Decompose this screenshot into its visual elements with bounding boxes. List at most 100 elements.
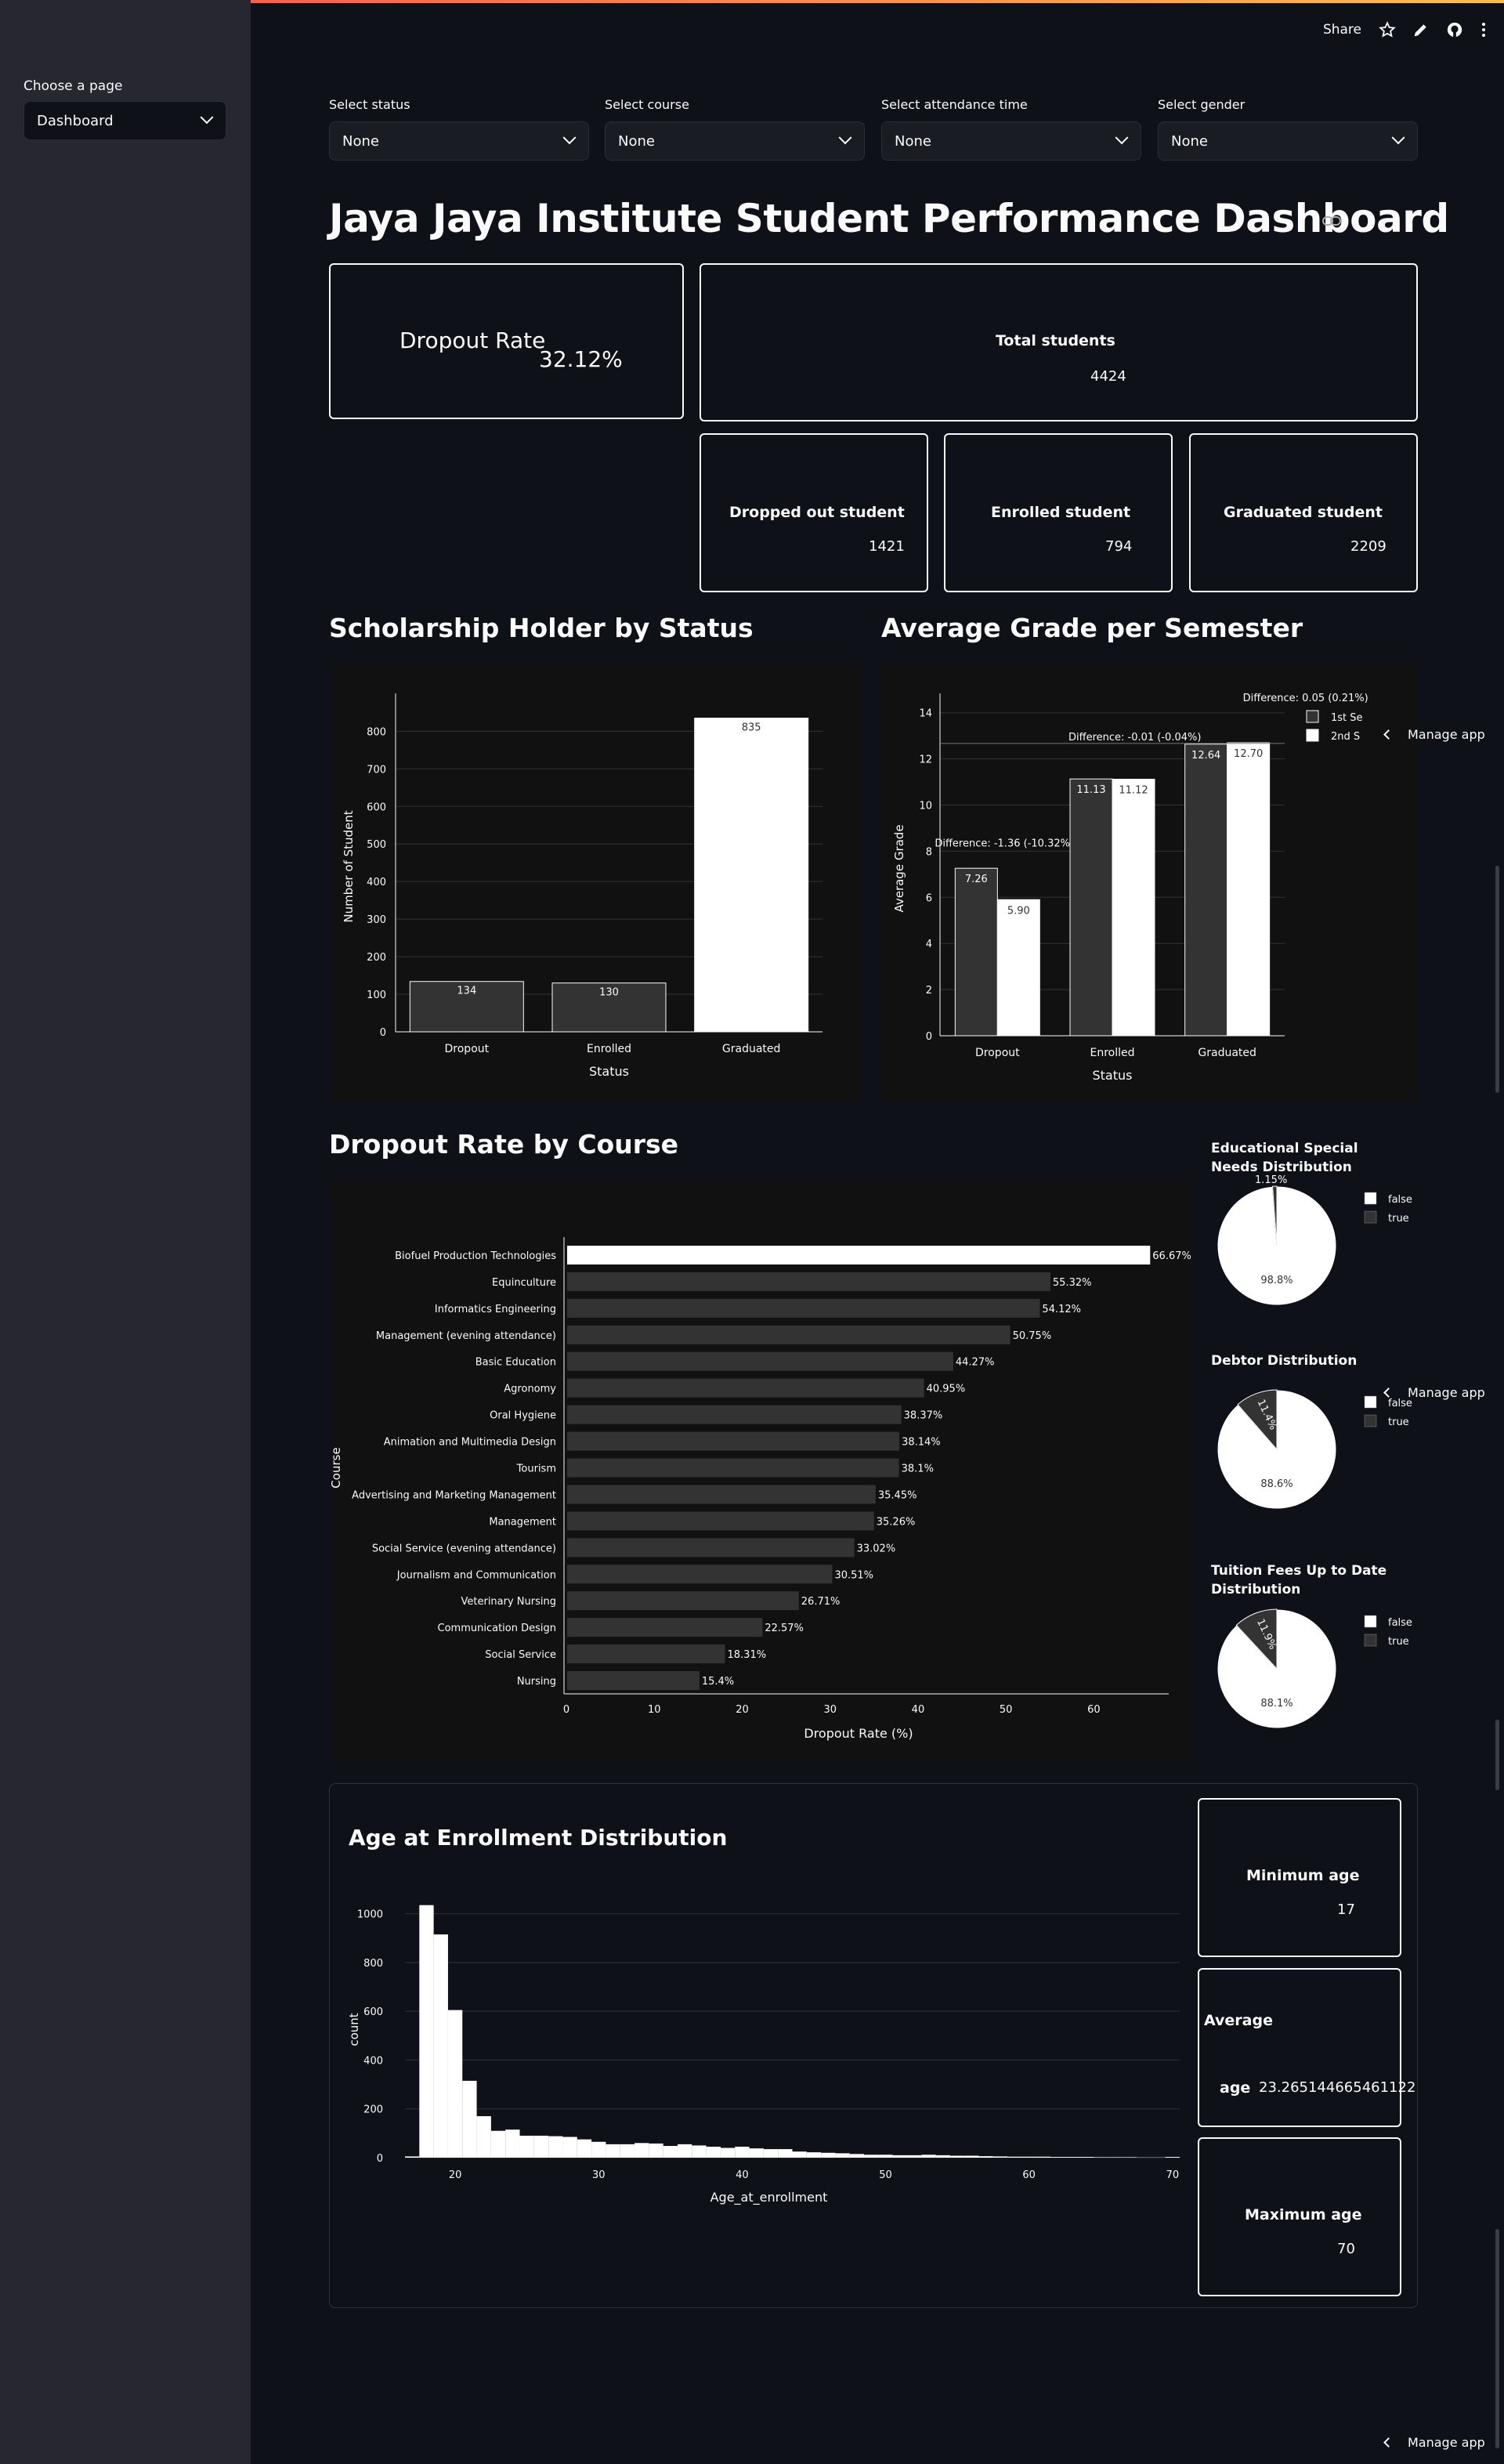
bar [567,1458,899,1478]
bar [1184,744,1228,1037]
x-tick-label: Graduated [1198,1047,1256,1059]
legend-swatch [1364,1414,1377,1427]
bar-value-label: 44.27% [956,1357,995,1369]
y-tick-label: Informatics Engineering [435,1304,556,1315]
histogram-bar [1021,2156,1036,2158]
bar-value-label: 30.51% [834,1569,873,1581]
course-filter-label: Select course [605,97,689,112]
age-histogram: 0 200 400 600 800 1000 20 30 40 50 60 70 Age_at_enro… [347,1905,1180,2205]
histogram-bar [476,2116,491,2158]
legend-swatch [1306,710,1319,723]
min-age-label: Minimum age [1246,1867,1360,1884]
scrollbar-thumb-3[interactable] [1495,2229,1499,2448]
histogram-bar [1036,2156,1051,2158]
bar [996,899,1040,1037]
avg-age-value: 23.265144665461122 [1259,2079,1416,2096]
bar [551,982,667,1033]
bar-value-label: 26.71% [801,1596,841,1608]
x-tick-label: 70 [1166,2169,1180,2181]
histogram-bar [778,2149,793,2158]
histogram-bar [505,2129,520,2158]
y-tick-label: 14 [919,708,932,720]
bar [567,1272,1050,1291]
scrollbar-thumb-2[interactable] [1495,1720,1499,1790]
graduated-card: Graduated student 2209 [1189,433,1418,592]
manage-app-button[interactable]: Manage app [1383,1385,1485,1400]
bar [567,1511,874,1531]
chevron-down-icon [838,131,852,145]
y-tick-label: Basic Education [475,1357,556,1369]
y-tick-label: 700 [367,764,386,776]
y-tick-label: Communication Design [438,1623,556,1634]
y-tick-label: Management [489,1516,556,1528]
histogram-bar [1007,2156,1022,2158]
course-title: Dropout Rate by Course [329,1129,679,1160]
histogram-bar [677,2144,692,2158]
gender-filter[interactable]: None [1158,121,1418,161]
edit-icon[interactable] [1413,22,1429,38]
histogram-bar [849,2154,865,2158]
histogram-bar [447,2010,463,2158]
bar [567,1618,763,1637]
legend-label: 2nd S [1331,731,1360,743]
bar [567,1351,953,1371]
histogram-bar [490,2130,506,2158]
histogram-bar [964,2155,979,2158]
x-tick-label: 40 [736,2169,749,2181]
manage-app-button[interactable]: Manage app [1383,727,1485,742]
anchor-link-icon[interactable] [1322,215,1341,230]
share-button[interactable]: Share [1322,21,1361,38]
top-decoration [0,0,1504,3]
gender-filter-value: None [1171,132,1208,150]
chevron-left-icon [1383,1388,1394,1398]
bar [567,1325,1010,1344]
total-students-value: 4424 [1090,368,1126,385]
dropout-rate-card: Dropout Rate 32.12% [329,263,684,419]
bar-value-label: 15.4% [702,1676,734,1688]
bar-value-label: 66.67% [1152,1250,1191,1262]
bar-value-label: 134 [457,986,476,997]
histogram-bar [763,2149,779,2158]
course-filter[interactable]: None [605,121,865,161]
histogram-bar [405,2156,420,2158]
status-filter[interactable]: None [329,121,589,161]
scholarship-chart-panel: 0 100 200 300 400 500 600 700 800 134 Dropout 130 En… [329,662,862,1101]
top-toolbar: Share [1323,0,1504,59]
bar [567,1245,1151,1265]
star-icon[interactable] [1379,20,1396,38]
page-select[interactable]: Dashboard [24,101,226,140]
y-tick-label: Animation and Multimedia Design [384,1437,556,1449]
histogram-bar [821,2152,836,2158]
pie-slice [1235,1608,1278,1670]
avg-age-label-2: age [1220,2079,1251,2097]
bar-value-label: 22.57% [765,1623,804,1634]
histogram-bar [735,2146,750,2158]
more-menu-icon[interactable] [1480,21,1487,38]
y-tick-label: 1000 [357,1909,383,1921]
dropout-rate-value: 32.12% [539,346,623,372]
attendance-filter[interactable]: None [881,121,1141,161]
bar [567,1644,725,1664]
total-students-label: Total students [996,332,1115,349]
graduated-label: Graduated student [1224,504,1383,521]
bar [567,1298,1040,1318]
github-icon[interactable] [1446,21,1463,38]
bar-value-label: 12.70 [1234,748,1263,760]
histogram-bar [1094,2157,1108,2158]
x-tick-label: Enrolled [1090,1047,1134,1059]
y-tick-label: 600 [367,801,386,813]
legend-swatch [1364,1615,1377,1628]
bar [1069,778,1113,1037]
bar [1227,742,1271,1037]
manage-app-button[interactable]: Manage app [1383,2435,1485,2450]
min-age-value: 17 [1337,1901,1355,1918]
y-axis-label: Average Grade [892,824,906,912]
dropped-label: Dropped out student [729,504,905,521]
course-chart-panel: 0 10 20 30 40 50 60 Biofuel Production Technolo… [329,1179,1191,1759]
scrollbar-thumb[interactable] [1495,866,1499,1093]
legend-swatch [1364,1192,1377,1205]
bar-value-label: 33.02% [857,1543,896,1554]
x-tick-label: 30 [823,1704,837,1716]
